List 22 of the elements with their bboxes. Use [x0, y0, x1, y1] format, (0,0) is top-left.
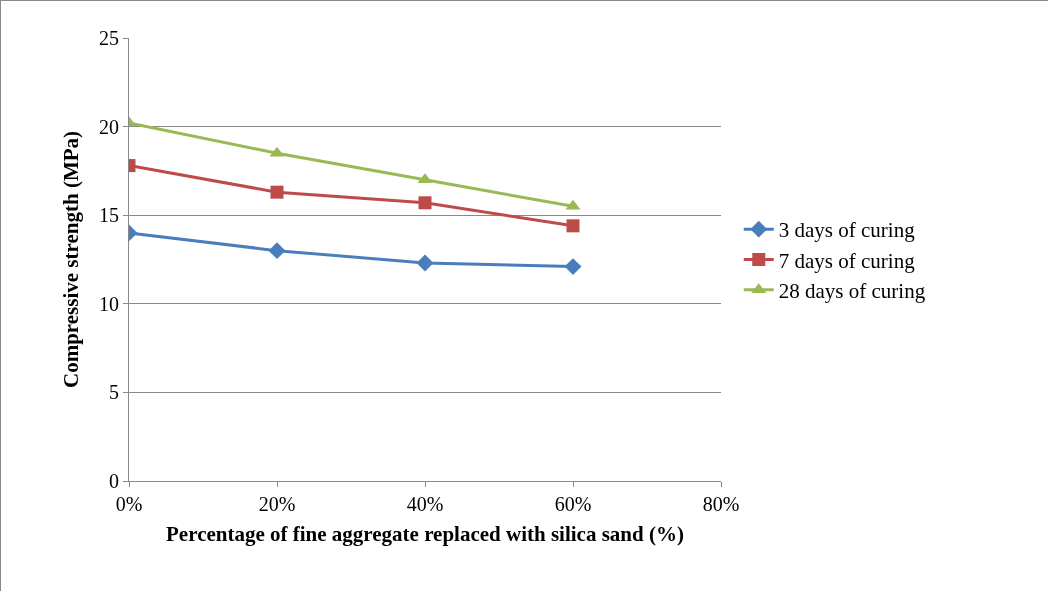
x-tick-label: 60%	[554, 493, 592, 515]
x-tick-label: 80%	[702, 493, 740, 515]
y-tick-label: 25	[99, 27, 119, 49]
point	[416, 254, 434, 272]
y-tick-label: 0	[109, 470, 119, 492]
legend-label: 7 days of curing	[778, 248, 916, 273]
x-axis-title: Percentage of fine aggregate replaced with silica sand (%)	[166, 522, 684, 547]
x-tick-label: 40%	[406, 493, 444, 515]
point	[564, 258, 582, 276]
y-axis-title: Compressive strength (MPa)	[59, 130, 84, 389]
point	[268, 242, 286, 260]
legend-label: 3 days of curing	[778, 218, 916, 243]
y-tick-label: 10	[99, 292, 119, 315]
y-tick-label: 20	[99, 115, 119, 138]
x-tick-label: 20%	[258, 493, 296, 515]
x-tick-label: 0%	[115, 493, 143, 515]
point	[418, 196, 432, 210]
legend-label: 28 days of curing	[778, 278, 926, 303]
point	[270, 185, 284, 199]
y-tick-label: 5	[109, 381, 119, 404]
y-tick-label: 15	[99, 204, 119, 227]
point	[566, 219, 580, 233]
